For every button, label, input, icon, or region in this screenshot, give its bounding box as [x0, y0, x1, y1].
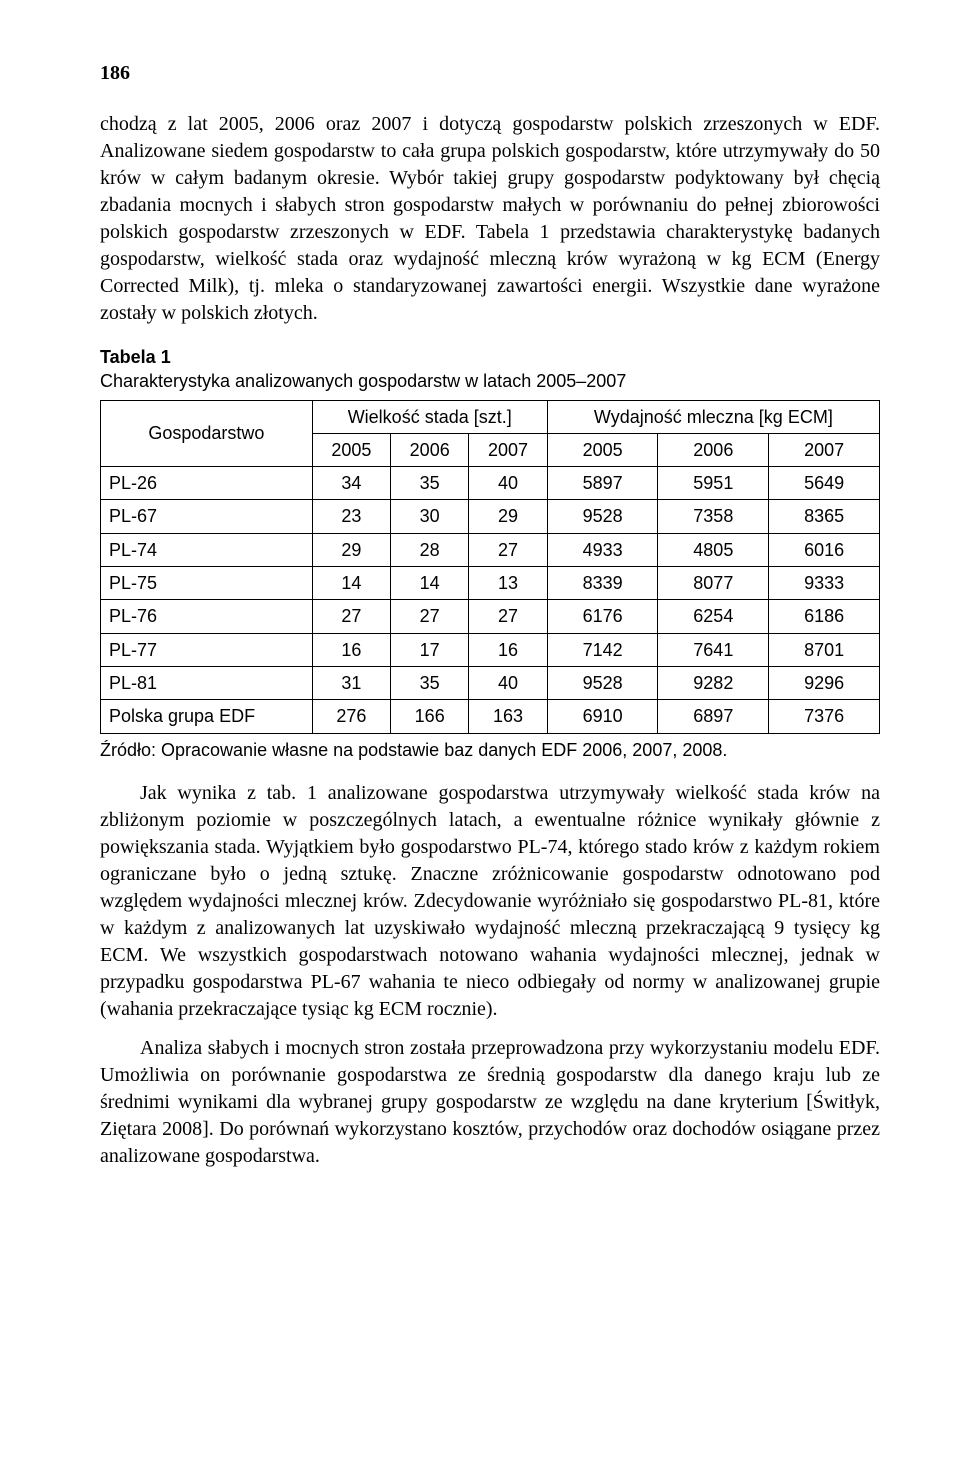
data-cell: 27 [469, 600, 547, 633]
data-cell: 8077 [658, 567, 769, 600]
page-number: 186 [100, 60, 880, 87]
data-cell: 6176 [547, 600, 658, 633]
data-cell: 166 [391, 700, 469, 733]
year-header: 2007 [769, 433, 880, 466]
row-label-cell: PL-74 [101, 533, 313, 566]
data-cell: 30 [391, 500, 469, 533]
data-cell: 9528 [547, 500, 658, 533]
table-caption: Charakterystyka analizowanych gospodarst… [100, 369, 880, 393]
year-header: 2005 [312, 433, 390, 466]
data-cell: 9296 [769, 666, 880, 699]
data-cell: 16 [312, 633, 390, 666]
data-cell: 7358 [658, 500, 769, 533]
table-source: Źródło: Opracowanie własne na podstawie … [100, 738, 880, 762]
table-row: PL-26343540589759515649 [101, 467, 880, 500]
row-label-cell: PL-67 [101, 500, 313, 533]
data-table: Gospodarstwo Wielkość stada [szt.] Wydaj… [100, 400, 880, 734]
table-row: PL-74292827493348056016 [101, 533, 880, 566]
data-cell: 14 [312, 567, 390, 600]
group-header-yield: Wydajność mleczna [kg ECM] [547, 400, 879, 433]
data-cell: 6910 [547, 700, 658, 733]
data-cell: 13 [469, 567, 547, 600]
data-cell: 40 [469, 467, 547, 500]
data-cell: 40 [469, 666, 547, 699]
data-cell: 14 [391, 567, 469, 600]
table-label: Tabela 1 [100, 345, 880, 369]
data-cell: 7641 [658, 633, 769, 666]
table-row: PL-67233029952873588365 [101, 500, 880, 533]
year-header: 2007 [469, 433, 547, 466]
data-cell: 35 [391, 666, 469, 699]
data-cell: 8339 [547, 567, 658, 600]
row-label-cell: PL-26 [101, 467, 313, 500]
data-cell: 6897 [658, 700, 769, 733]
row-label-cell: PL-75 [101, 567, 313, 600]
data-cell: 23 [312, 500, 390, 533]
data-cell: 8701 [769, 633, 880, 666]
year-header: 2006 [658, 433, 769, 466]
data-cell: 27 [391, 600, 469, 633]
data-cell: 8365 [769, 500, 880, 533]
row-header: Gospodarstwo [101, 400, 313, 467]
table-row: PL-75141413833980779333 [101, 567, 880, 600]
data-cell: 6254 [658, 600, 769, 633]
group-header-size: Wielkość stada [szt.] [312, 400, 547, 433]
row-label-cell: PL-81 [101, 666, 313, 699]
table-row: Polska grupa EDF276166163691068977376 [101, 700, 880, 733]
row-label-cell: PL-77 [101, 633, 313, 666]
row-label-cell: PL-76 [101, 600, 313, 633]
data-cell: 17 [391, 633, 469, 666]
year-header: 2005 [547, 433, 658, 466]
data-cell: 35 [391, 467, 469, 500]
data-cell: 4933 [547, 533, 658, 566]
data-cell: 6016 [769, 533, 880, 566]
paragraph-3: Analiza słabych i mocnych stron została … [100, 1035, 880, 1170]
data-cell: 9333 [769, 567, 880, 600]
paragraph-2: Jak wynika z tab. 1 analizowane gospodar… [100, 780, 880, 1023]
data-cell: 29 [312, 533, 390, 566]
data-cell: 9528 [547, 666, 658, 699]
table-row: PL-76272727617662546186 [101, 600, 880, 633]
table-row: PL-77161716714276418701 [101, 633, 880, 666]
data-cell: 34 [312, 467, 390, 500]
data-cell: 27 [312, 600, 390, 633]
data-cell: 9282 [658, 666, 769, 699]
data-cell: 31 [312, 666, 390, 699]
paragraph-1: chodzą z lat 2005, 2006 oraz 2007 i doty… [100, 111, 880, 327]
data-cell: 276 [312, 700, 390, 733]
data-cell: 29 [469, 500, 547, 533]
data-cell: 6186 [769, 600, 880, 633]
table-row: PL-81313540952892829296 [101, 666, 880, 699]
data-cell: 7142 [547, 633, 658, 666]
data-cell: 4805 [658, 533, 769, 566]
year-header: 2006 [391, 433, 469, 466]
data-cell: 27 [469, 533, 547, 566]
data-cell: 5649 [769, 467, 880, 500]
data-cell: 163 [469, 700, 547, 733]
table-body: PL-26343540589759515649PL-67233029952873… [101, 467, 880, 733]
data-cell: 28 [391, 533, 469, 566]
row-label-cell: Polska grupa EDF [101, 700, 313, 733]
data-cell: 5897 [547, 467, 658, 500]
data-cell: 7376 [769, 700, 880, 733]
data-cell: 16 [469, 633, 547, 666]
data-cell: 5951 [658, 467, 769, 500]
